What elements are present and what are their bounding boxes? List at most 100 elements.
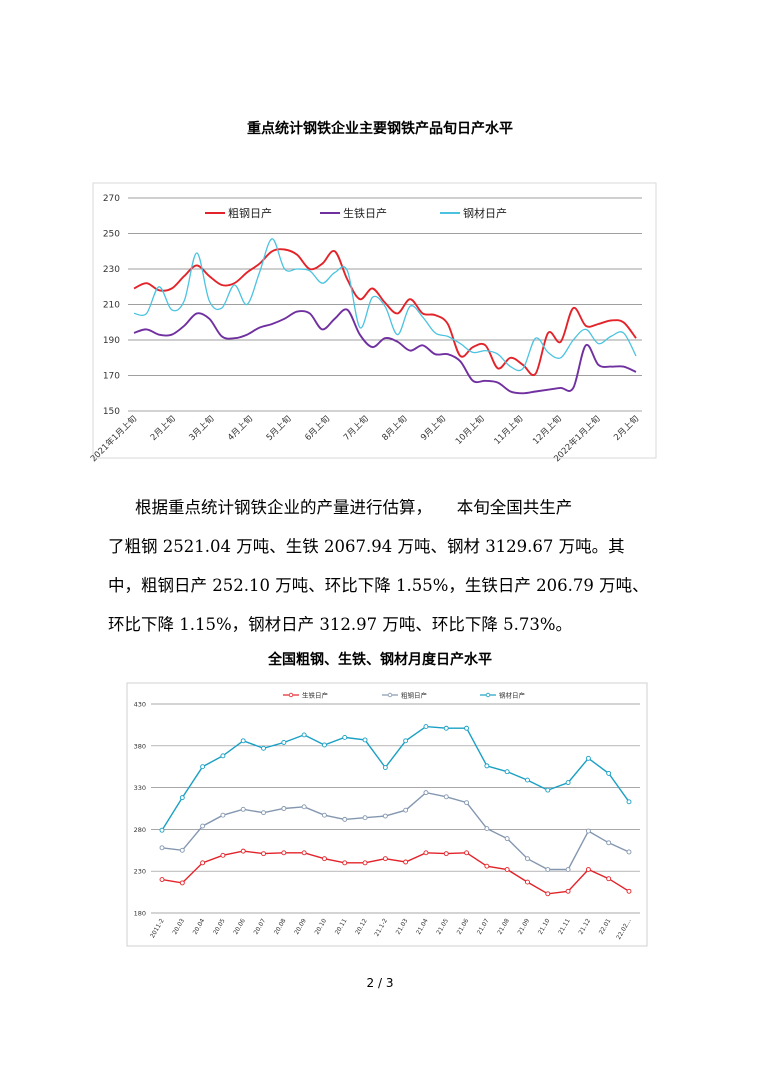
chart2-legend-marker: [485, 692, 491, 698]
chart2-marker-2: [403, 807, 409, 813]
chart2-marker-2: [423, 790, 429, 796]
chart2-xtick-label: 22.02...: [615, 917, 633, 940]
chart2-xtick-label: 21.10: [537, 917, 552, 936]
chart2-xtick-label: 21.04: [415, 917, 430, 936]
chart2-xtick-label: 21.09: [517, 917, 532, 936]
chart2-marker-2: [200, 823, 206, 829]
summary-paragraph: 根据重点统计钢铁企业的产量进行估算， 本旬全国共生产 了粗钢 2521.04 万…: [108, 488, 655, 644]
chart1-legend-label: 生铁日产: [343, 206, 387, 220]
chart1-series-line-2: [133, 308, 637, 395]
chart2-marker-1: [545, 891, 551, 897]
chart2-marker-2: [382, 813, 388, 819]
chart2-xtick-label: 20.06: [232, 917, 247, 936]
chart2-marker-2: [240, 806, 246, 812]
chart2-marker-2: [565, 867, 571, 872]
chart2-marker-2: [261, 810, 266, 816]
chart2-legend-label: 钢材日产: [499, 691, 526, 700]
chart2-marker-2: [179, 847, 185, 853]
chart2-marker-2: [220, 812, 226, 818]
chart2-marker-1: [464, 850, 470, 856]
chart2-marker-3: [606, 770, 612, 776]
chart1-ytick-label: 270: [103, 194, 120, 204]
chart1-title: 重点统计钢铁企业主要钢铁产品旬日产水平: [247, 121, 513, 137]
chart2-marker-1: [159, 877, 165, 883]
chart2-marker-3: [545, 787, 551, 793]
chart2-marker-2: [626, 849, 632, 855]
chart2-marker-1: [525, 879, 530, 885]
chart2-xtick-label: 20.11: [334, 917, 349, 936]
chart2-xtick-label: 20.09: [293, 917, 308, 936]
chart2-marker-2: [362, 815, 368, 821]
chart2-legend-marker: [387, 692, 393, 698]
chart2-marker-1: [626, 888, 632, 894]
chart2-marker-3: [484, 763, 490, 769]
chart2-marker-2: [606, 840, 612, 846]
chart2-marker-1: [585, 867, 591, 872]
chart2-marker-2: [342, 816, 348, 822]
chart2-series-line-1: [161, 850, 630, 895]
chart2-marker-3: [565, 780, 571, 786]
chart2-xtick-label: 20.12: [354, 917, 369, 936]
chart2-legend-label: 粗钢日产: [401, 691, 428, 700]
chart2-legend-marker: [288, 692, 294, 698]
chart2-marker-1: [240, 848, 246, 854]
chart2-marker-2: [159, 845, 165, 851]
chart2-marker-3: [464, 725, 470, 731]
chart2-ytick-label: 280: [134, 826, 146, 834]
chart2-marker-1: [261, 851, 266, 857]
chart2-ytick-label: 180: [134, 910, 146, 918]
chart2-marker-1: [301, 850, 307, 856]
chart2-marker-3: [240, 738, 246, 744]
chart2-xtick-label: 21.11: [557, 917, 572, 936]
chart2-marker-3: [626, 799, 632, 805]
chart2-marker-1: [606, 876, 612, 882]
paragraph-line-3: 中，粗钢日产 252.10 万吨、环比下降 1.55%，生铁日产 206.79 …: [108, 576, 649, 595]
chart2-marker-3: [301, 732, 307, 738]
chart2-marker-3: [179, 795, 185, 801]
chart2-xtick-label: 21.12: [577, 917, 592, 936]
chart1-ytick-label: 210: [103, 301, 120, 311]
chart2-marker-1: [200, 860, 206, 866]
chart2-marker-3: [423, 724, 429, 730]
chart2-marker-2: [525, 856, 530, 862]
chart2-marker-1: [382, 856, 388, 862]
chart2-marker-2: [443, 794, 449, 800]
chart1-ytick-label: 230: [103, 265, 120, 275]
chart2-marker-3: [261, 745, 266, 751]
chart2-xtick-label: 20.03: [171, 917, 186, 936]
chart2-marker-2: [464, 800, 470, 806]
chart2-marker-2: [301, 804, 307, 810]
chart1-series-line-1: [133, 248, 637, 376]
chart2-marker-1: [179, 880, 185, 886]
chart2-ytick-label: 380: [134, 742, 146, 750]
chart2-xtick-label: 21.07: [476, 917, 491, 936]
chart2-marker-1: [403, 859, 409, 865]
chart2-marker-2: [545, 867, 551, 872]
chart2-marker-1: [484, 863, 490, 869]
paragraph-line-1: 根据重点统计钢铁企业的产量进行估算， 本旬全国共生产: [135, 498, 573, 517]
chart2-xtick-label: 20.10: [314, 917, 329, 936]
chart2-xtick-label: 2011-2: [149, 917, 166, 939]
chart2-marker-3: [403, 738, 409, 744]
chart2-ytick-label: 330: [134, 784, 146, 792]
chart2-xtick-label: 20.05: [212, 917, 227, 936]
chart1-frame: [92, 182, 657, 459]
chart2-xtick-label: 21.05: [435, 917, 450, 936]
chart2-marker-1: [565, 888, 571, 894]
chart2-xtick-label: 21.06: [456, 917, 471, 936]
chart2-marker-2: [321, 812, 327, 818]
chart2-xtick-label: 20.04: [192, 917, 207, 936]
chart2-legend-label: 生铁日产: [302, 691, 329, 700]
chart1-ytick-label: 190: [103, 336, 120, 346]
chart2-marker-1: [423, 850, 429, 856]
chart2-xtick-label: 20.07: [253, 917, 268, 936]
chart2-marker-1: [504, 867, 510, 872]
chart2-marker-1: [281, 850, 287, 856]
chart2-xtick-label: 21.1-2: [373, 917, 389, 937]
chart2-marker-2: [585, 828, 591, 834]
chart2-marker-1: [342, 860, 348, 866]
chart2-marker-1: [443, 851, 449, 857]
chart2-marker-3: [443, 725, 449, 731]
chart2-marker-3: [585, 755, 591, 761]
